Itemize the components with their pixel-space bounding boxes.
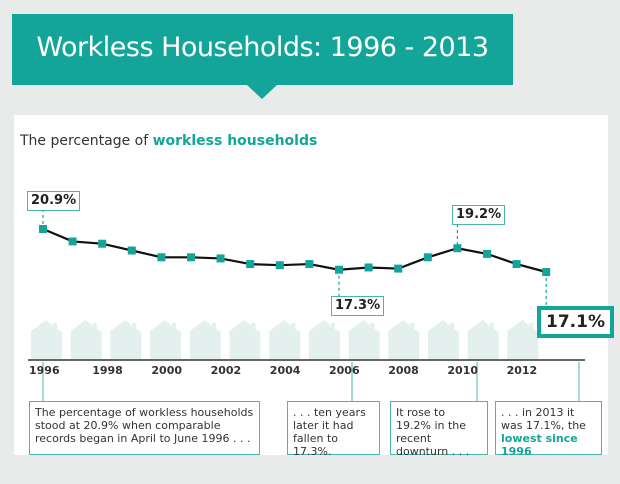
subtitle-prefix: The percentage of [20,133,153,149]
banner-pointer [247,85,277,99]
data-point-1998 [98,239,107,248]
x-tick-label: 2012 [506,364,538,377]
data-point-2006 [335,265,343,274]
x-tick-label: 2008 [388,364,419,377]
data-point-1997 [68,237,77,246]
house-icon [110,320,142,359]
house-icon [229,320,261,359]
note-2013-text: . . . in 2013 it was 17.1%, the [501,406,586,432]
house-icon [348,320,380,359]
page-title: Workless Households: 1996 - 2013 [36,32,489,63]
data-point-2003 [246,260,255,269]
x-tick-label: 2010 [447,364,479,377]
x-tick-label: 2006 [329,364,360,377]
note-2013-highlight: lowest since 1996 [501,432,578,458]
subtitle-highlight: workless households [152,133,318,149]
series-line [42,227,547,274]
data-point-2007 [364,263,373,272]
x-tick-label: 1998 [92,364,123,377]
house-icon [428,320,459,359]
data-point-2001 [187,253,195,262]
note-1996-text: The percentage of workless households st… [35,406,254,445]
note-2010-text: It rose to 19.2% in the recent downturn … [396,406,470,458]
annotation-label-2006: 17.3% [331,296,385,316]
data-point-1996 [39,225,47,233]
house-icon [388,320,420,359]
x-tick-label: 2000 [151,364,183,377]
x-tick-label: 2004 [269,364,301,377]
x-tick-label: 2002 [210,364,242,377]
annotation-label-2010: 19.2% [452,205,506,225]
note-2006-text: . . . ten years later it had fallen to 1… [293,406,366,458]
house-icon [189,320,221,359]
chart-panel [14,115,608,455]
note-2013: . . . in 2013 it was 17.1%, the lowest s… [495,401,602,458]
house-icon [31,320,62,359]
annotation-label-1996: 20.9% [27,191,81,211]
annotation-label-2013: 17.1% [537,306,614,338]
note-2006: . . . ten years later it had fallen to 1… [287,401,380,458]
note-2010: It rose to 19.2% in the recent downturn … [390,401,488,458]
house-icon [70,320,102,359]
data-point-2002 [216,254,225,263]
note-1996: The percentage of workless households st… [29,401,260,455]
data-point-2012 [512,260,521,269]
house-icon [150,320,182,359]
data-point-2011 [483,249,491,258]
title-banner: Workless Households: 1996 - 2013 [12,14,513,85]
data-point-2005 [305,260,314,269]
data-point-2009 [423,253,432,262]
house-icon [269,320,301,359]
data-point-1999 [127,246,136,255]
x-tick-label: 1996 [29,364,60,377]
data-point-2008 [394,264,403,273]
data-point-2004 [275,261,284,270]
house-icon [467,320,499,359]
chart-subtitle: The percentage of workless households [20,133,317,149]
data-point-2013 [542,268,551,276]
data-point-2010 [453,244,462,253]
house-icon [507,320,539,359]
house-icon [308,320,340,359]
data-point-2000 [157,253,166,262]
